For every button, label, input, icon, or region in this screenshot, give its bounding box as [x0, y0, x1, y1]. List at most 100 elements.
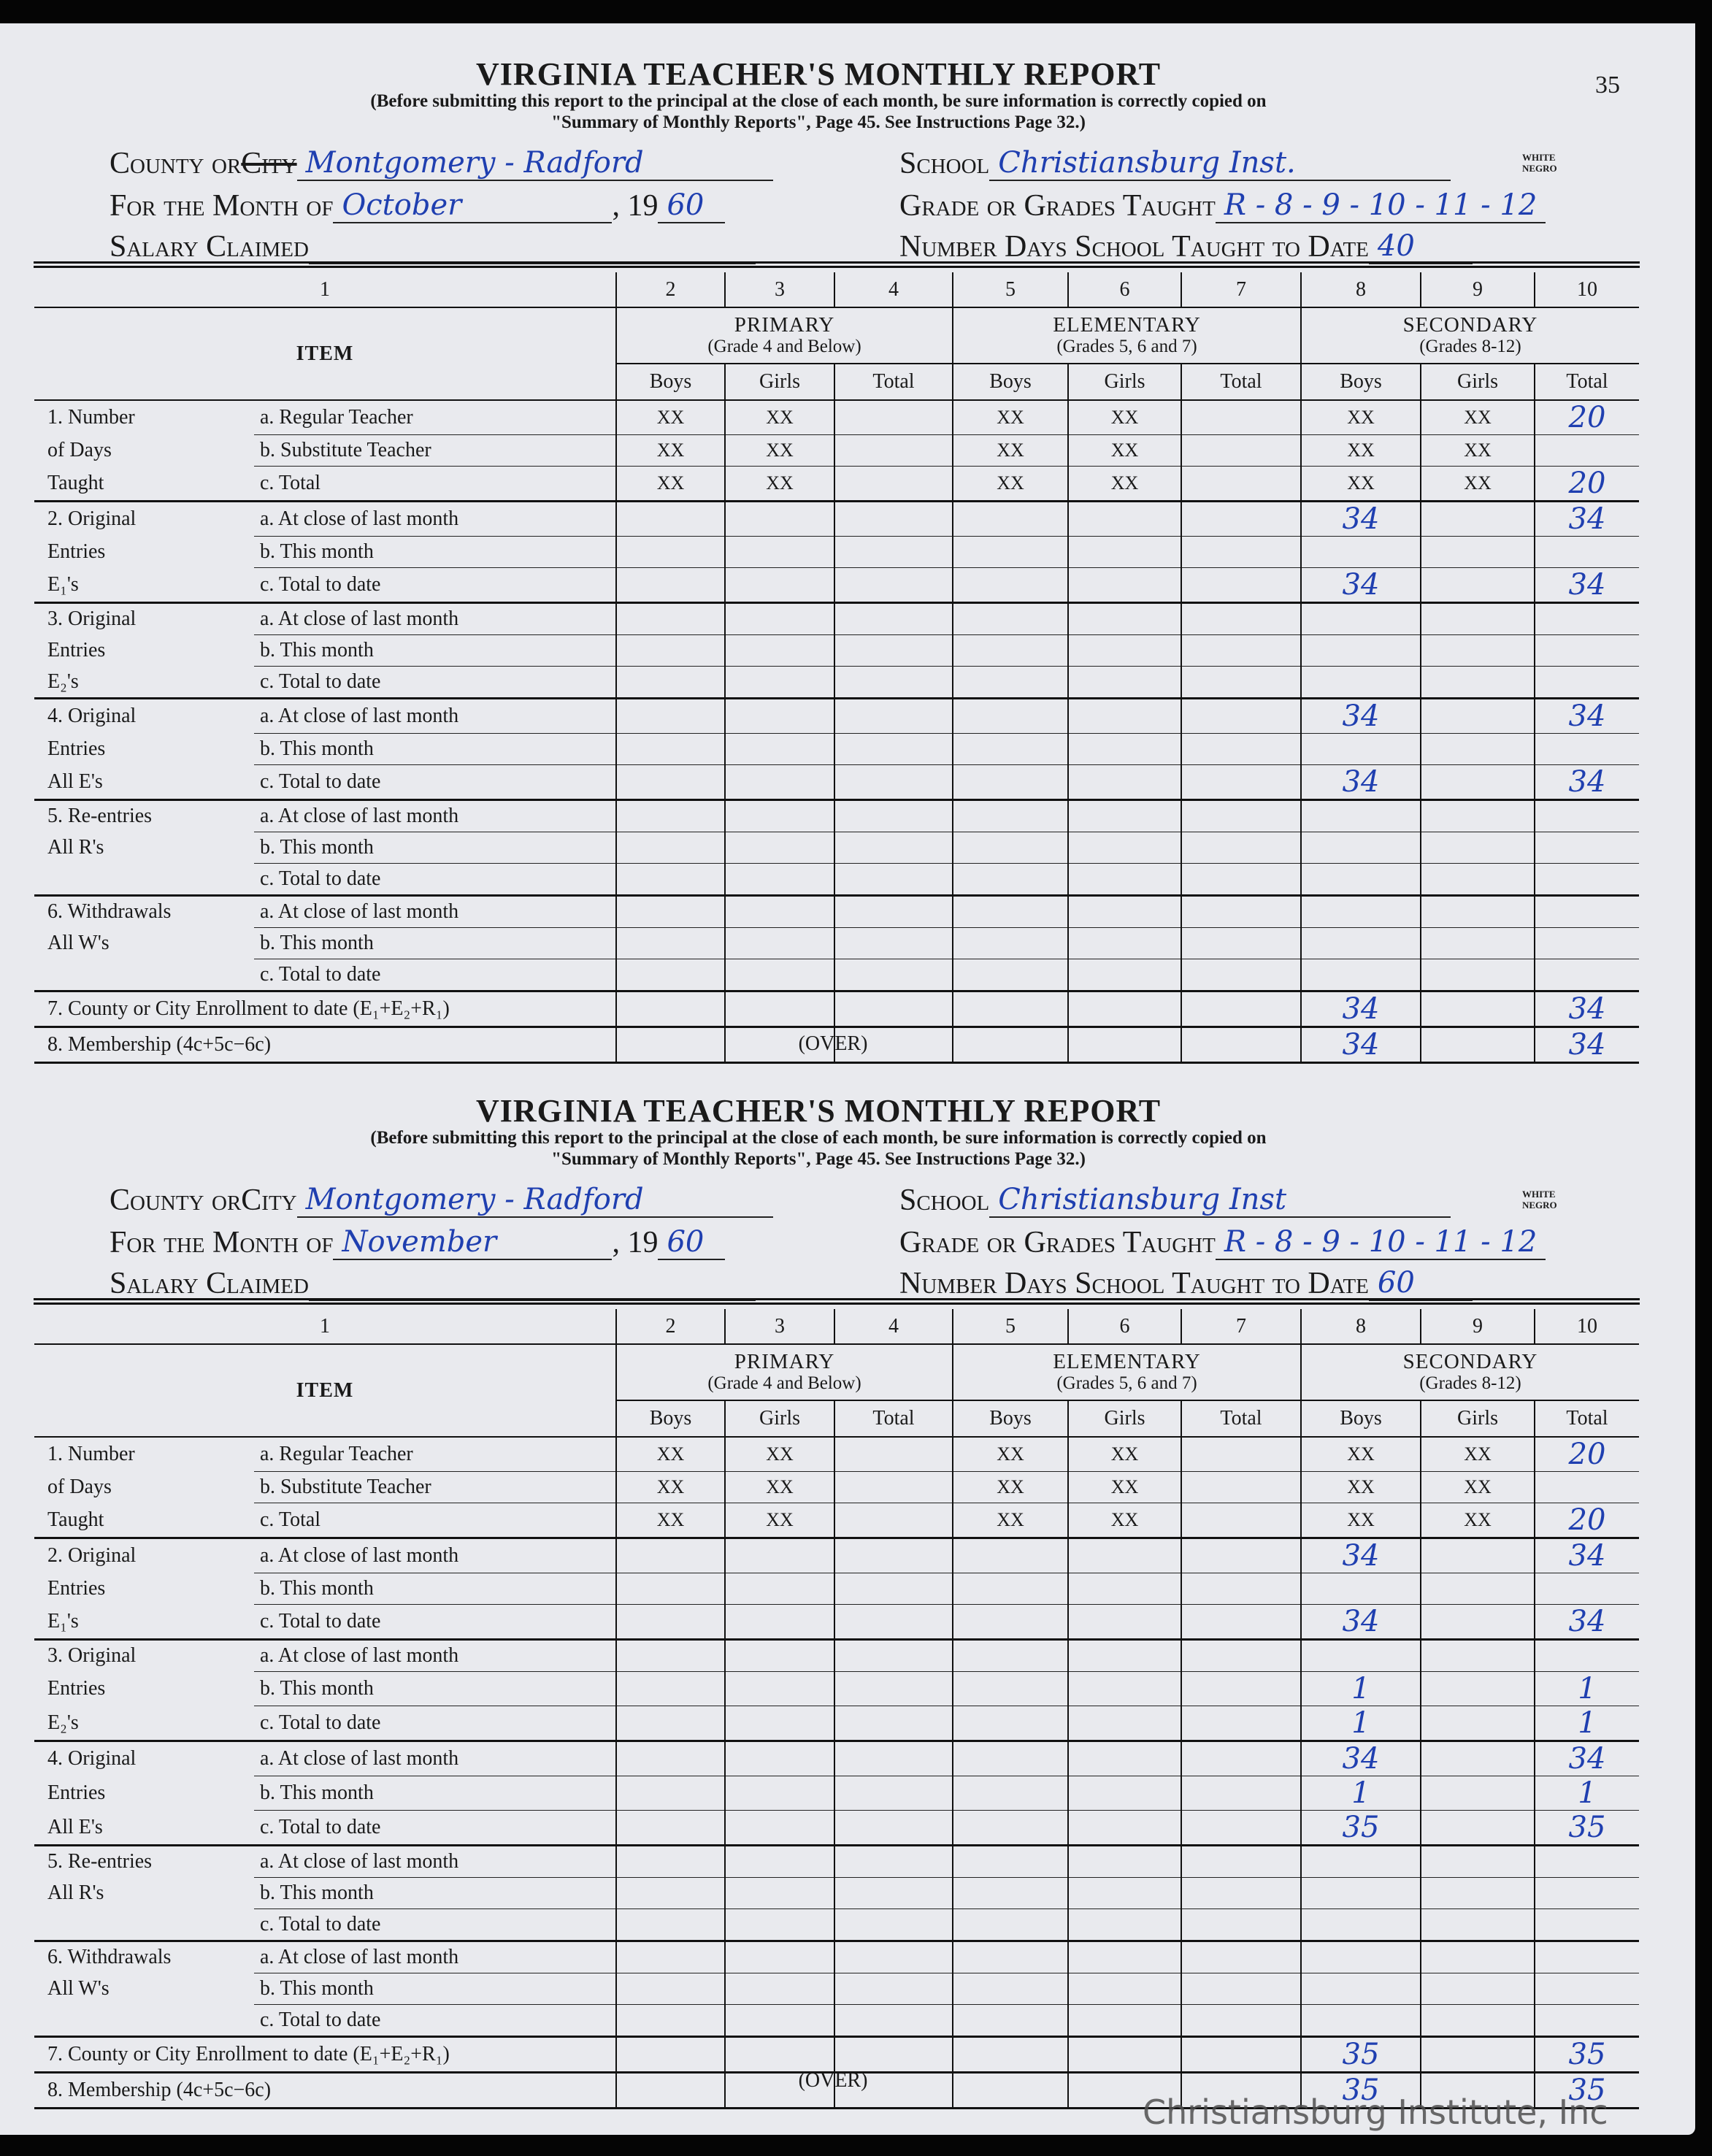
table-cell[interactable] — [615, 1845, 725, 1878]
table-cell[interactable] — [1181, 1973, 1301, 2005]
table-cell[interactable] — [834, 602, 953, 635]
table-cell[interactable] — [834, 698, 953, 734]
table-cell[interactable]: XX — [1420, 1503, 1535, 1539]
table-cell[interactable] — [1300, 863, 1421, 897]
table-cell[interactable] — [615, 1877, 725, 1909]
table-cell[interactable] — [834, 959, 953, 992]
table-cell[interactable] — [1181, 1810, 1301, 1846]
table-cell[interactable]: XX — [952, 1437, 1068, 1472]
table-cell[interactable] — [615, 2036, 725, 2073]
table-cell[interactable] — [1181, 2072, 1301, 2109]
table-cell[interactable] — [724, 1941, 834, 1973]
table-cell[interactable]: XX — [1420, 466, 1535, 502]
table-cell[interactable] — [1420, 1908, 1535, 1942]
table-cell[interactable] — [1534, 927, 1639, 959]
table-cell[interactable] — [615, 1973, 725, 2005]
table-cell[interactable]: XX — [615, 1437, 725, 1472]
table-cell[interactable] — [724, 2004, 834, 2038]
table-cell[interactable] — [1420, 1877, 1535, 1909]
table-cell[interactable] — [1067, 959, 1181, 992]
table-cell[interactable] — [724, 1845, 834, 1878]
table-cell[interactable]: XX — [724, 1437, 834, 1472]
table-cell[interactable] — [1300, 536, 1421, 568]
table-cell[interactable]: 34 — [1534, 501, 1639, 537]
table-cell[interactable] — [1420, 1604, 1535, 1641]
table-cell[interactable] — [952, 666, 1068, 699]
table-cell[interactable]: XX — [1300, 400, 1421, 435]
table-cell[interactable] — [1534, 1845, 1639, 1878]
table-cell[interactable] — [1420, 1573, 1535, 1605]
table-cell[interactable] — [1420, 832, 1535, 864]
table-cell[interactable] — [834, 1639, 953, 1672]
table-cell[interactable] — [1067, 832, 1181, 864]
table-cell[interactable]: 35 — [1300, 2036, 1421, 2073]
table-cell[interactable] — [1420, 927, 1535, 959]
table-cell[interactable] — [1534, 1471, 1639, 1503]
table-cell[interactable] — [724, 799, 834, 832]
table-cell[interactable] — [1181, 1503, 1301, 1539]
table-cell[interactable] — [1067, 1741, 1181, 1776]
table-cell[interactable]: XX — [615, 434, 725, 467]
table-cell[interactable] — [1534, 1973, 1639, 2005]
table-cell[interactable] — [1181, 832, 1301, 864]
table-cell[interactable] — [952, 799, 1068, 832]
table-cell[interactable] — [724, 1973, 834, 2005]
table-cell[interactable] — [724, 634, 834, 667]
table-cell[interactable] — [1181, 1604, 1301, 1641]
table-cell[interactable]: XX — [952, 434, 1068, 467]
table-cell[interactable]: 34 — [1300, 991, 1421, 1028]
table-cell[interactable] — [1534, 1877, 1639, 1909]
table-cell[interactable] — [1067, 863, 1181, 897]
table-cell[interactable] — [1420, 991, 1535, 1028]
table-cell[interactable] — [1181, 634, 1301, 667]
table-cell[interactable] — [615, 2072, 725, 2109]
table-cell[interactable] — [1067, 799, 1181, 832]
table-cell[interactable] — [724, 863, 834, 897]
table-cell[interactable]: XX — [952, 1503, 1068, 1539]
table-cell[interactable]: 1 — [1534, 1706, 1639, 1742]
table-cell[interactable] — [1300, 832, 1421, 864]
table-cell[interactable]: XX — [1300, 1471, 1421, 1503]
table-cell[interactable] — [615, 1941, 725, 1973]
table-cell[interactable] — [1420, 2036, 1535, 2073]
table-cell[interactable] — [724, 1027, 834, 1064]
table-cell[interactable] — [1534, 799, 1639, 832]
table-cell[interactable] — [834, 799, 953, 832]
table-cell[interactable] — [1420, 764, 1535, 801]
table-cell[interactable] — [724, 832, 834, 864]
table-cell[interactable]: XX — [724, 434, 834, 467]
table-cell[interactable] — [1067, 764, 1181, 801]
table-cell[interactable] — [1181, 466, 1301, 502]
table-cell[interactable] — [952, 1845, 1068, 1878]
table-cell[interactable] — [615, 895, 725, 928]
table-cell[interactable] — [1420, 895, 1535, 928]
table-cell[interactable] — [834, 863, 953, 897]
table-cell[interactable] — [1534, 832, 1639, 864]
table-cell[interactable] — [834, 927, 953, 959]
table-cell[interactable] — [1181, 1538, 1301, 1573]
table-cell[interactable] — [1534, 434, 1639, 467]
table-cell[interactable]: 34 — [1534, 1538, 1639, 1573]
table-cell[interactable] — [615, 927, 725, 959]
table-cell[interactable] — [1181, 1941, 1301, 1973]
table-cell[interactable] — [1420, 536, 1535, 568]
table-cell[interactable]: XX — [1067, 434, 1181, 467]
table-cell[interactable] — [615, 1671, 725, 1706]
table-cell[interactable] — [1300, 733, 1421, 765]
table-cell[interactable] — [1181, 1671, 1301, 1706]
table-cell[interactable] — [1420, 1639, 1535, 1672]
table-cell[interactable] — [724, 567, 834, 604]
table-cell[interactable] — [1300, 1877, 1421, 1909]
table-cell[interactable]: 20 — [1534, 466, 1639, 502]
table-cell[interactable]: 1 — [1300, 1671, 1421, 1706]
table-cell[interactable] — [1181, 2036, 1301, 2073]
table-cell[interactable]: XX — [1420, 434, 1535, 467]
table-cell[interactable] — [1534, 666, 1639, 699]
table-cell[interactable] — [615, 764, 725, 801]
table-cell[interactable] — [615, 666, 725, 699]
table-cell[interactable] — [1067, 1877, 1181, 1909]
table-cell[interactable] — [952, 1604, 1068, 1641]
table-cell[interactable] — [1420, 567, 1535, 604]
table-cell[interactable] — [834, 1503, 953, 1539]
salary-value[interactable] — [308, 1266, 756, 1301]
